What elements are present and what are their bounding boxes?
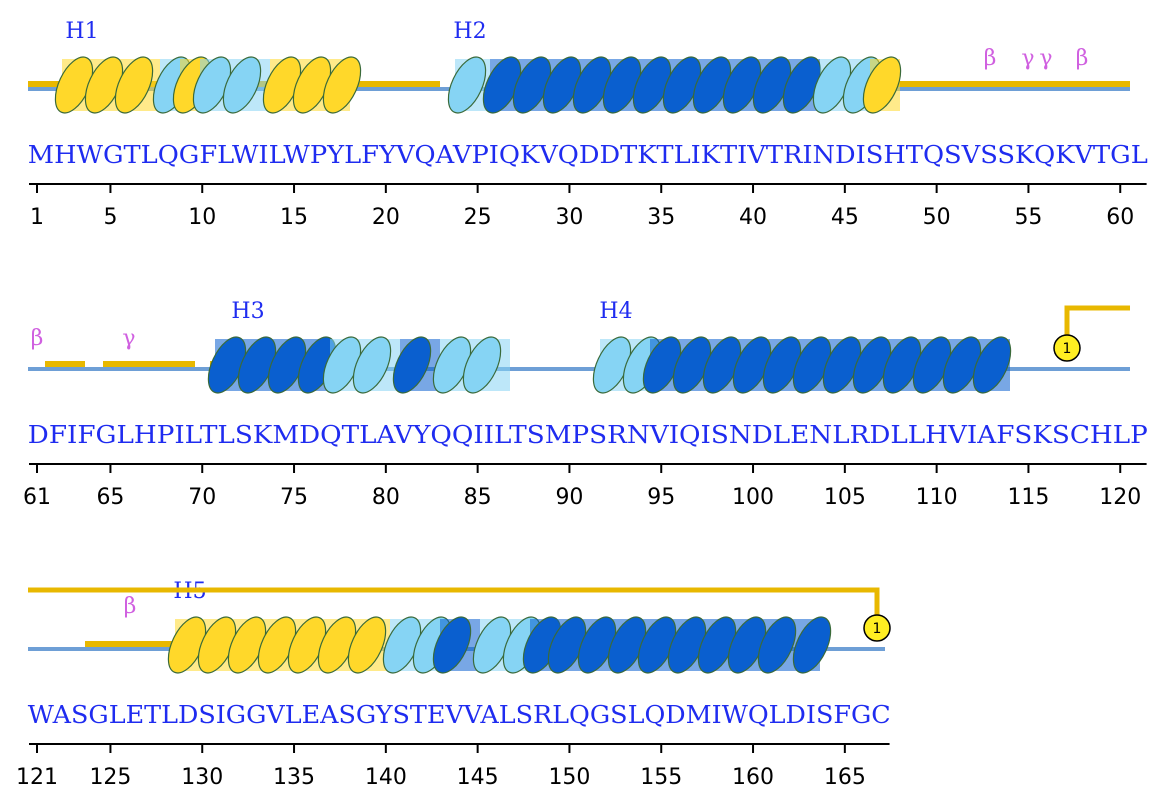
tick-label: 90 bbox=[555, 485, 583, 510]
tick-label: 155 bbox=[640, 765, 682, 790]
tick-label: 65 bbox=[96, 485, 124, 510]
tick-label: 140 bbox=[365, 765, 407, 790]
tick-label: 55 bbox=[1014, 205, 1042, 230]
tick-label: 150 bbox=[548, 765, 590, 790]
tick-label: 160 bbox=[732, 765, 774, 790]
tick-label: 60 bbox=[1106, 205, 1134, 230]
tick-label: 121 bbox=[16, 765, 58, 790]
tick-label: 130 bbox=[181, 765, 223, 790]
tick-label: 80 bbox=[372, 485, 400, 510]
motif-label: γ bbox=[1021, 46, 1034, 71]
tick-label: 135 bbox=[273, 765, 315, 790]
disulfide-label: 1 bbox=[1063, 341, 1072, 357]
helix-label: H2 bbox=[453, 19, 486, 44]
tick-label: 75 bbox=[280, 485, 308, 510]
helix-label: H4 bbox=[599, 299, 632, 324]
motif-label: β bbox=[1076, 46, 1089, 71]
tick-label: 95 bbox=[647, 485, 675, 510]
sequence: WASGLETLDSIGGVLEASGYSTEVVALSRLQGSLQDMIWQ… bbox=[28, 701, 891, 729]
tick-label: 70 bbox=[188, 485, 216, 510]
tick-label: 120 bbox=[1099, 485, 1141, 510]
tick-label: 25 bbox=[464, 205, 492, 230]
tick-label: 61 bbox=[23, 485, 51, 510]
tick-label: 15 bbox=[280, 205, 308, 230]
tick-label: 145 bbox=[457, 765, 499, 790]
motif-label: β bbox=[31, 326, 44, 351]
tick-label: 110 bbox=[916, 485, 958, 510]
tick-label: 50 bbox=[923, 205, 951, 230]
motif-label: β bbox=[124, 594, 137, 619]
helix-label: H3 bbox=[231, 299, 264, 324]
topology-diagram: H1H2βγγβMHWGTLQGFLWILWPYLFYVQAVPIQKVQDDT… bbox=[0, 0, 1150, 797]
tick-label: 105 bbox=[824, 485, 866, 510]
tick-label: 85 bbox=[464, 485, 492, 510]
sequence: DFIFGLHPILTLSKMDQTLAVYQQIILTSMPSRNVIQISN… bbox=[28, 421, 1148, 449]
motif-label: β bbox=[984, 46, 997, 71]
tick-label: 1 bbox=[30, 205, 44, 230]
tick-label: 30 bbox=[555, 205, 583, 230]
tick-label: 165 bbox=[824, 765, 866, 790]
tick-label: 100 bbox=[732, 485, 774, 510]
tick-label: 40 bbox=[739, 205, 767, 230]
motif-label: γ bbox=[1039, 46, 1052, 71]
motif-label: γ bbox=[122, 326, 135, 351]
tick-label: 20 bbox=[372, 205, 400, 230]
tick-label: 35 bbox=[647, 205, 675, 230]
tick-label: 125 bbox=[89, 765, 131, 790]
sequence: MHWGTLQGFLWILWPYLFYVQAVPIQKVQDDTKTLIKTIV… bbox=[28, 141, 1148, 169]
tick-label: 10 bbox=[188, 205, 216, 230]
tick-label: 115 bbox=[1007, 485, 1049, 510]
disulfide-label: 1 bbox=[873, 621, 882, 637]
tick-label: 5 bbox=[103, 205, 117, 230]
tick-label: 45 bbox=[831, 205, 859, 230]
helix-label: H1 bbox=[65, 19, 98, 44]
